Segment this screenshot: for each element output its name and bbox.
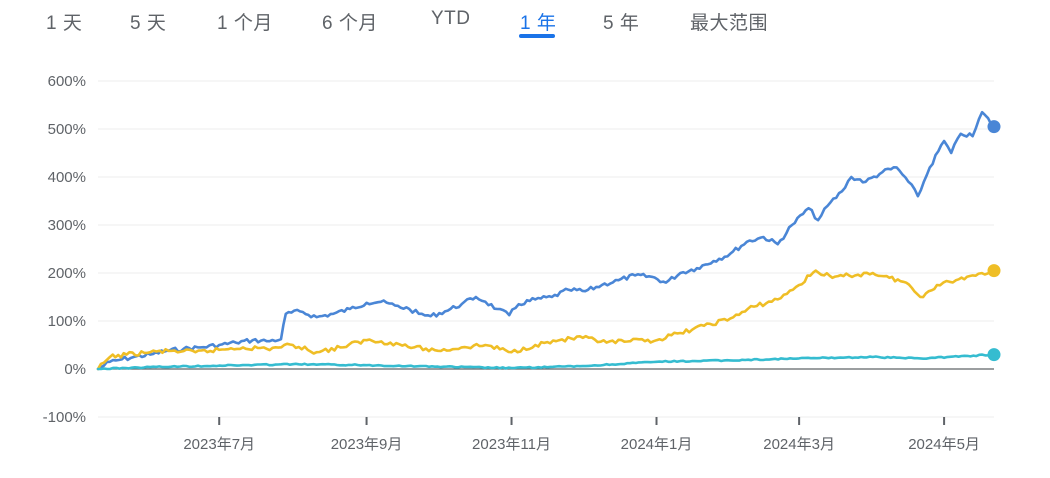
tab-5-days[interactable]: 5 天	[130, 13, 167, 34]
tab-1-year[interactable]: 1 年	[520, 13, 557, 34]
series-end-dot-2	[987, 264, 1001, 278]
tab-max[interactable]: 最大范围	[690, 13, 769, 34]
series-end-markers	[987, 120, 1001, 362]
y-tick-label: -100%	[43, 409, 86, 426]
tab-1-day[interactable]: 1 天	[46, 13, 83, 34]
series-lines	[96, 110, 996, 371]
x-tick-label: 2024年5月	[908, 436, 980, 453]
y-tick-label: 600%	[48, 73, 86, 90]
y-axis-ticks: -100% 0% 100% 200% 300% 400% 500% 600%	[43, 73, 86, 426]
series-line-3	[96, 353, 996, 371]
y-tick-label: 200%	[48, 265, 86, 282]
x-tick-label: 2024年1月	[621, 436, 693, 453]
x-axis-ticks: 2023年7月 2023年9月 2023年11月 2024年1月 2024年3月 2024…	[98, 416, 994, 453]
y-tick-label: 0%	[64, 361, 86, 378]
tab-6-months[interactable]: 6 个月	[322, 13, 378, 34]
y-tick-label: 300%	[48, 217, 86, 234]
tab-1-month[interactable]: 1 个月	[217, 13, 273, 34]
y-tick-label: 500%	[48, 121, 86, 138]
series-end-dot-1	[987, 120, 1001, 134]
series-line-1	[96, 110, 996, 371]
x-tick-label: 2023年11月	[472, 436, 551, 453]
y-tick-label: 100%	[48, 313, 86, 330]
tab-5-years[interactable]: 5 年	[603, 13, 640, 34]
x-tick-label: 2023年7月	[183, 436, 255, 453]
x-tick-label: 2024年3月	[763, 436, 835, 453]
series-end-dot-3	[987, 348, 1001, 362]
time-range-tabs: 1 天 5 天 1 个月 6 个月 YTD 1 年 5 年 最大范围	[0, 0, 1050, 44]
y-tick-label: 400%	[48, 169, 86, 186]
tab-ytd[interactable]: YTD	[431, 8, 471, 29]
active-tab-underline	[519, 34, 555, 38]
x-tick-label: 2023年9月	[331, 436, 403, 453]
series-line-2	[96, 269, 996, 371]
